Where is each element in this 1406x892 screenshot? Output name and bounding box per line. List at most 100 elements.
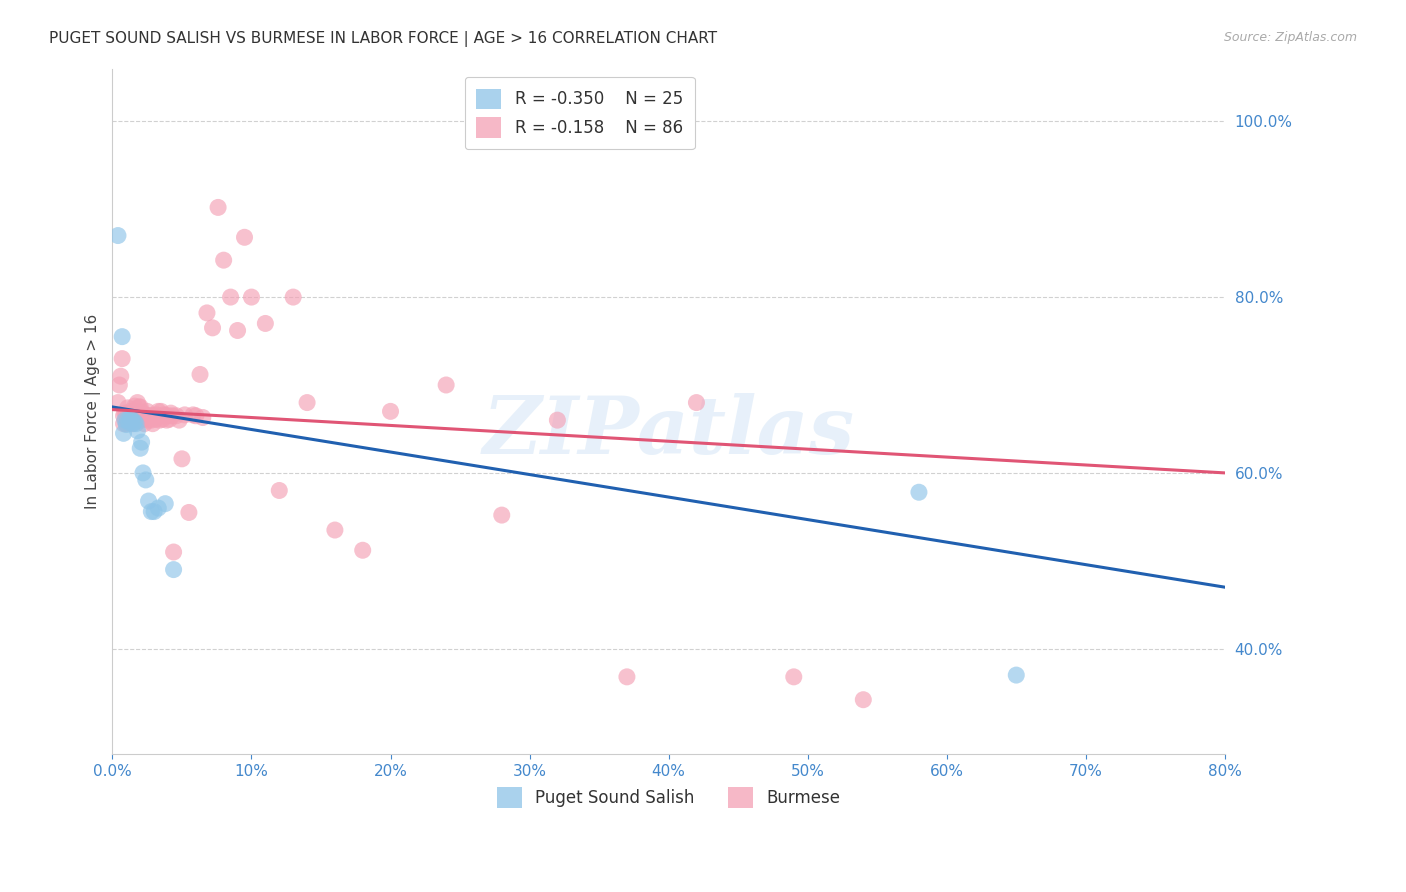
Point [125, 409, 148, 423]
Y-axis label: In Labor Force | Age > 16: In Labor Force | Age > 16 [86, 314, 101, 509]
Point [177, 506, 200, 520]
Point [128, 400, 150, 414]
Point [117, 412, 139, 426]
Point [118, 408, 141, 422]
Point [124, 415, 146, 429]
Point [132, 406, 155, 420]
Point [491, 508, 513, 522]
Point [108, 378, 131, 392]
Point [212, 253, 235, 268]
Point [181, 408, 204, 422]
Point [191, 410, 214, 425]
Point [173, 408, 195, 422]
Point [131, 413, 153, 427]
Point [112, 417, 135, 431]
Point [121, 409, 143, 423]
Point [118, 416, 141, 430]
Point [129, 400, 152, 414]
Point [1005, 668, 1028, 682]
Point [188, 368, 211, 382]
Point [107, 395, 129, 409]
Point [115, 407, 138, 421]
Point [122, 413, 145, 427]
Point [118, 413, 141, 427]
Point [167, 413, 190, 427]
Point [434, 378, 457, 392]
Point [142, 417, 165, 431]
Point [114, 406, 136, 420]
Point [136, 404, 159, 418]
Point [157, 409, 180, 423]
Point [111, 351, 134, 366]
Point [129, 442, 152, 456]
Point [219, 290, 242, 304]
Point [165, 409, 187, 423]
Point [112, 409, 135, 423]
Legend: Puget Sound Salish, Burmese: Puget Sound Salish, Burmese [491, 780, 846, 814]
Point [143, 505, 166, 519]
Point [146, 408, 169, 422]
Point [138, 413, 160, 427]
Point [120, 404, 142, 418]
Point [685, 395, 707, 409]
Point [295, 395, 318, 409]
Point [380, 404, 402, 418]
Point [546, 413, 568, 427]
Point [132, 411, 155, 425]
Point [129, 409, 152, 423]
Point [352, 543, 374, 558]
Point [120, 411, 142, 425]
Point [156, 413, 179, 427]
Point [184, 409, 207, 423]
Point [254, 317, 277, 331]
Point [127, 404, 149, 418]
Point [138, 494, 160, 508]
Point [226, 324, 249, 338]
Point [117, 401, 139, 415]
Point [107, 228, 129, 243]
Point [115, 417, 138, 431]
Point [141, 413, 163, 427]
Point [162, 563, 184, 577]
Point [141, 409, 163, 423]
Point [852, 692, 875, 706]
Point [195, 306, 218, 320]
Point [155, 409, 177, 423]
Point [122, 417, 145, 431]
Point [115, 417, 138, 432]
Point [159, 406, 181, 420]
Point [269, 483, 291, 498]
Point [145, 412, 167, 426]
Point [127, 424, 149, 438]
Text: PUGET SOUND SALISH VS BURMESE IN LABOR FORCE | AGE > 16 CORRELATION CHART: PUGET SOUND SALISH VS BURMESE IN LABOR F… [49, 31, 717, 47]
Text: Source: ZipAtlas.com: Source: ZipAtlas.com [1223, 31, 1357, 45]
Point [136, 409, 159, 423]
Point [125, 417, 148, 431]
Point [148, 404, 170, 418]
Point [120, 413, 142, 427]
Point [111, 329, 134, 343]
Point [240, 290, 263, 304]
Point [207, 201, 229, 215]
Text: ZIPatlas: ZIPatlas [482, 393, 855, 471]
Point [127, 395, 149, 409]
Point [152, 412, 174, 426]
Point [153, 408, 176, 422]
Point [121, 417, 143, 431]
Point [783, 670, 806, 684]
Point [149, 413, 172, 427]
Point [125, 412, 148, 426]
Point [124, 404, 146, 418]
Point [233, 230, 256, 244]
Point [122, 404, 145, 418]
Point [908, 485, 931, 500]
Point [170, 451, 193, 466]
Point [110, 369, 132, 384]
Point [134, 417, 156, 431]
Point [160, 409, 183, 423]
Point [201, 321, 224, 335]
Point [121, 413, 143, 427]
Point [117, 413, 139, 427]
Point [141, 505, 163, 519]
Point [283, 290, 305, 304]
